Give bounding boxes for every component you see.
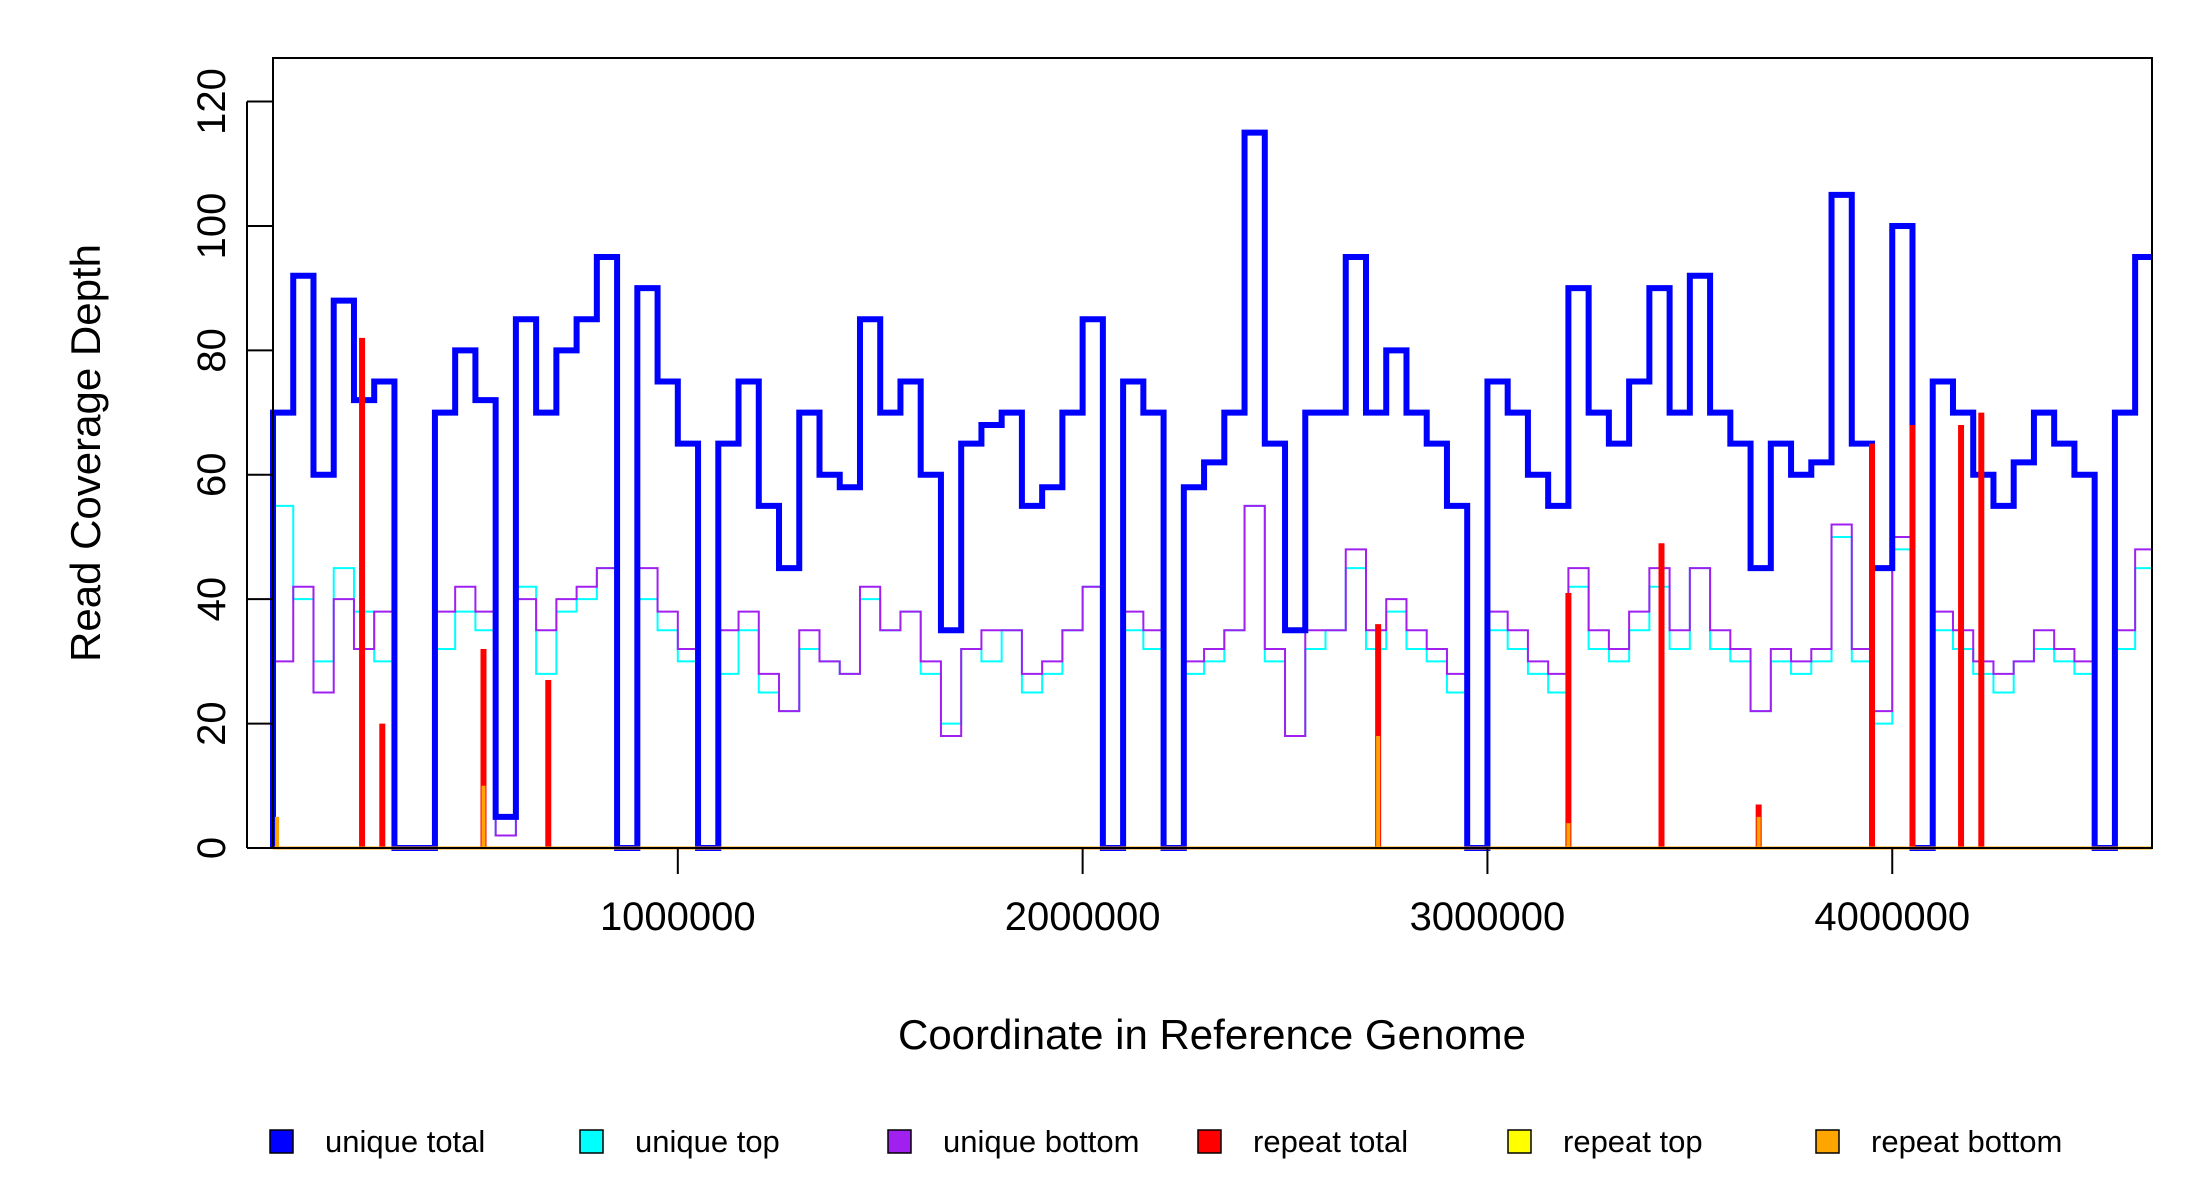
x-tick-label: 3000000 <box>1410 895 1566 939</box>
legend-item: repeat top <box>1507 1124 1703 1159</box>
y-tick-label: 0 <box>190 837 234 859</box>
legend-item: unique top <box>579 1124 780 1159</box>
legend-label: unique total <box>325 1124 485 1159</box>
x-axis-label: Coordinate in Reference Genome <box>898 1011 1526 1058</box>
y-axis-label: Read Coverage Depth <box>62 244 109 662</box>
x-axis: 1000000 2000000 3000000 4000000 <box>600 848 1970 939</box>
y-tick-label: 20 <box>190 701 234 746</box>
plot-content <box>270 129 2152 851</box>
y-axis: 0 20 40 60 80 100 120 <box>190 68 273 859</box>
y-tick-label: 100 <box>190 193 234 260</box>
legend-label: repeat top <box>1563 1124 1703 1159</box>
legend-label: unique bottom <box>943 1124 1139 1159</box>
legend-item: unique bottom <box>887 1124 1139 1159</box>
legend-label: repeat bottom <box>1871 1124 2062 1159</box>
series-line-unique-bottom <box>272 504 2152 849</box>
legend-swatch <box>1507 1129 1532 1154</box>
legend-swatch <box>269 1129 294 1154</box>
series-repeat-bottom <box>275 736 1761 848</box>
legend-label: repeat total <box>1253 1124 1408 1159</box>
x-tick-label: 1000000 <box>600 895 756 939</box>
series-repeat-total <box>359 337 1985 848</box>
legend-swatch <box>887 1129 912 1154</box>
series-line-unique-top <box>272 504 2152 849</box>
y-tick-label: 120 <box>190 68 234 135</box>
x-tick-label: 4000000 <box>1814 895 1970 939</box>
legend: unique total unique top unique bottom repea… <box>269 1124 2062 1159</box>
plot-frame <box>272 57 2153 849</box>
y-tick-label: 40 <box>190 577 234 622</box>
series-line-unique-total <box>270 129 2152 851</box>
legend-item: unique total <box>269 1124 485 1159</box>
y-tick-label: 80 <box>190 328 234 373</box>
legend-swatch <box>1815 1129 1840 1154</box>
y-tick-label: 60 <box>190 453 234 498</box>
legend-label: unique top <box>635 1124 780 1159</box>
legend-swatch <box>579 1129 604 1154</box>
legend-swatch <box>1197 1129 1222 1154</box>
legend-item: repeat bottom <box>1815 1124 2062 1159</box>
legend-item: repeat total <box>1197 1124 1408 1159</box>
x-tick-label: 2000000 <box>1005 895 1161 939</box>
